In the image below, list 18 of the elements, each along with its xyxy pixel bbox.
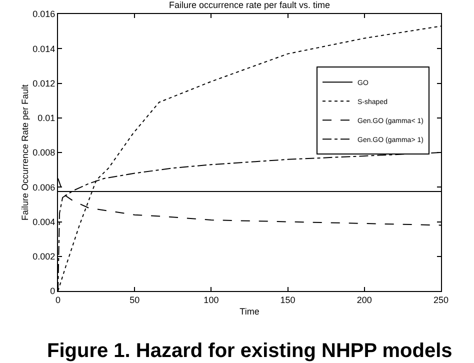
y-tick-label: 0.002	[32, 252, 56, 262]
x-tick-label: 250	[433, 294, 449, 305]
x-tick-label: 100	[204, 294, 219, 305]
y-tick-label: 0.016	[32, 9, 56, 20]
y-tick-label: 0.008	[32, 148, 56, 158]
y-tick-label: 0.006	[32, 182, 56, 192]
x-tick-label: 150	[280, 294, 296, 305]
chart-title: Failure occurrence rate per fault vs. time	[168, 0, 330, 10]
y-tick-label: 0	[50, 286, 56, 296]
y-axis-title: Failure Occurrence Rate per Fault	[20, 84, 30, 221]
y-tick-label: 0.012	[32, 78, 56, 88]
caption: Figure 1. Hazard for existing NHPP models	[47, 340, 452, 362]
y-tick-label: 0.004	[32, 216, 56, 227]
x-tick-label: 200	[356, 294, 372, 305]
y-tick-label: 0.01	[38, 113, 56, 124]
x-axis-title: Time	[240, 306, 260, 317]
y-tick-label: 0.014	[32, 44, 56, 54]
x-tick-label: 50	[130, 294, 140, 305]
